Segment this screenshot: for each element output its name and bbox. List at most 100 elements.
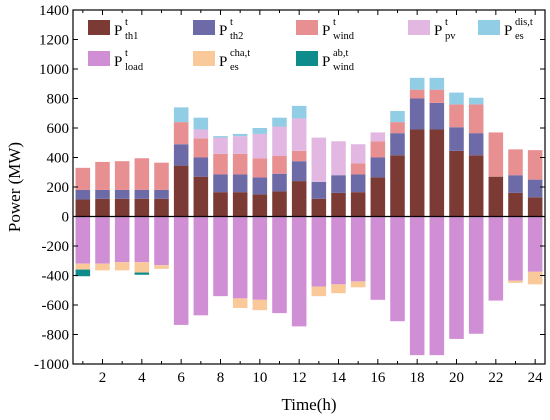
bar-wind-21	[468, 104, 484, 134]
bar-th1-23	[508, 192, 523, 217]
bar-wind-5	[154, 162, 169, 190]
bar-es_cha-1	[75, 263, 91, 270]
bar-th1-4	[134, 198, 150, 217]
bar-wind-11	[272, 156, 287, 174]
legend-sub-load: load	[125, 62, 144, 73]
bar-load-10	[252, 216, 268, 300]
legend-label-es_dis: P	[504, 23, 512, 39]
bar-load-19	[429, 216, 445, 356]
legend-label-pv: P	[434, 23, 442, 39]
bar-wind-17	[390, 122, 405, 134]
bar-wind-7	[193, 138, 209, 158]
legend-sub-pv: pv	[445, 31, 456, 42]
legend-item-th2: Pt th2	[193, 17, 243, 42]
bar-pv-13	[311, 137, 327, 182]
bar-th2-14	[331, 175, 346, 193]
legend-swatch-th1	[88, 20, 110, 35]
bar-es_dis-21	[468, 97, 484, 105]
legend-sup-wind: t	[333, 17, 336, 28]
bar-wind-6	[173, 122, 189, 145]
y-axis: -1000 -800 -600 -400 -200 0 200 400 600 800 1000 12…	[34, 3, 545, 373]
bar-wind-4	[134, 158, 150, 190]
bar-wind-22	[488, 132, 504, 177]
bar-load-11	[272, 216, 287, 314]
x-axis: 2 4 6 8 10 12 14 16 18 20 22 24	[82, 10, 544, 386]
bar-es_dis-20	[449, 92, 464, 105]
x-tick-label: 14	[331, 370, 347, 386]
bar-load-16	[370, 216, 386, 300]
x-tick-label: 12	[292, 370, 307, 386]
bar-th2-5	[154, 189, 169, 199]
bar-th2-3	[114, 189, 130, 199]
legend-sup-pv: t	[445, 17, 448, 28]
x-tick-label: 24	[528, 370, 544, 386]
legend-label-th1: P	[114, 23, 122, 39]
bar-load-6	[173, 216, 189, 325]
y-tick-label: -600	[42, 298, 70, 314]
bar-es_cha-9	[232, 298, 248, 308]
y-tick-label: 1400	[39, 3, 69, 19]
y-tick-label: -400	[42, 269, 70, 285]
bar-wind-20	[449, 104, 464, 128]
bar-th1-12	[291, 181, 307, 217]
bar-load-7	[193, 216, 209, 316]
bar-th2-17	[390, 133, 405, 156]
legend-swatch-load	[88, 51, 110, 66]
bar-th1-1	[75, 199, 91, 217]
x-tick-label: 22	[488, 370, 503, 386]
bar-th1-2	[95, 198, 110, 217]
bar-th2-9	[232, 174, 248, 193]
bar-es_dis-9	[232, 133, 248, 137]
legend-label-th2: P	[219, 23, 227, 39]
bar-th1-18	[409, 129, 425, 217]
legend-sub-es_cha: es	[230, 62, 239, 73]
bar-wind-23	[508, 149, 523, 176]
bar-pv-15	[350, 144, 366, 164]
bar-th2-23	[508, 175, 523, 193]
bar-th2-24	[527, 179, 543, 198]
bar-load-8	[213, 216, 228, 297]
bar-pv-7	[193, 129, 209, 139]
bar-th1-11	[272, 191, 287, 217]
bar-th2-4	[134, 189, 150, 199]
y-tick-label: 200	[47, 180, 70, 196]
legend-label-load: P	[114, 54, 122, 70]
bar-th1-9	[232, 192, 248, 217]
bar-es_cha-5	[154, 265, 169, 269]
legend-sup-wind_ab: ab,t	[333, 48, 349, 59]
bar-wind-8	[213, 153, 228, 175]
legend-swatch-th2	[193, 20, 215, 35]
legend-sup-th1: t	[125, 17, 128, 28]
bar-th1-13	[311, 198, 327, 217]
bar-th2-20	[449, 127, 464, 151]
bar-load-13	[311, 216, 327, 287]
legend-sup-es_cha: cha,t	[230, 48, 250, 59]
bar-wind_ab-4	[134, 272, 150, 275]
legend-sub-es_dis: es	[515, 31, 524, 42]
bar-th2-16	[370, 157, 386, 178]
bar-es_cha-4	[134, 262, 150, 273]
legend-label-wind: P	[322, 23, 330, 39]
bar-pv-10	[252, 133, 268, 159]
bar-es_dis-18	[409, 77, 425, 90]
bar-load-9	[232, 216, 248, 299]
bar-es_dis-10	[252, 128, 268, 134]
bar-wind-2	[95, 161, 110, 190]
bar-load-23	[508, 216, 523, 281]
bar-wind-19	[429, 89, 445, 103]
y-tick-label: 600	[47, 121, 70, 137]
y-tick-label: 400	[47, 151, 70, 167]
bar-wind-9	[232, 153, 248, 175]
x-tick-label: 2	[99, 370, 107, 386]
bar-th2-11	[272, 173, 287, 192]
bar-th1-17	[390, 155, 405, 217]
bar-load-17	[390, 216, 405, 322]
bar-pv-9	[232, 136, 248, 154]
bar-th1-3	[114, 198, 130, 217]
bar-th1-19	[429, 129, 445, 217]
bar-wind-3	[114, 161, 130, 190]
bar-es_cha-23	[508, 280, 523, 283]
